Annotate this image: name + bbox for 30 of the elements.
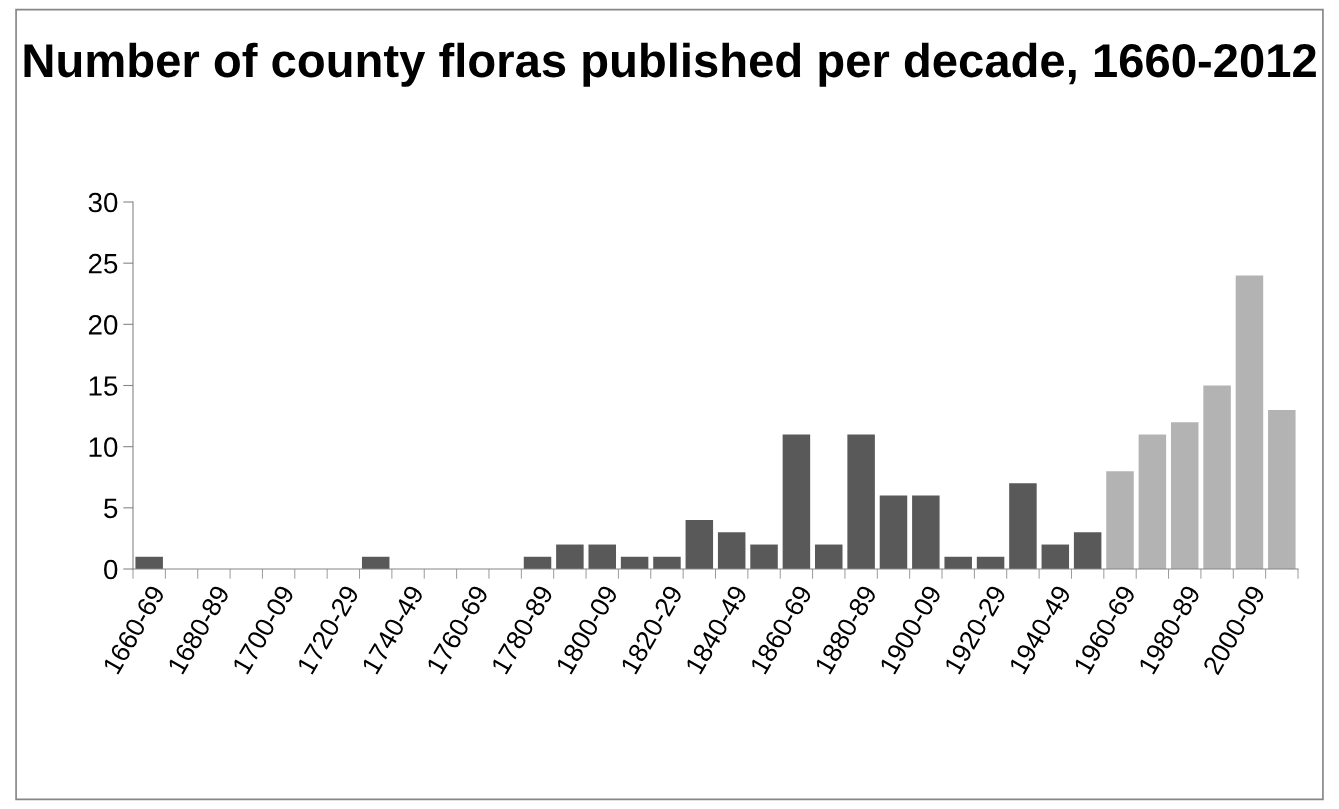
y-tick-label: 20 <box>88 315 118 335</box>
y-tick-label: 25 <box>88 253 118 274</box>
bar <box>912 495 940 569</box>
y-tick-label: 30 <box>88 192 118 213</box>
bar <box>944 556 972 569</box>
bar <box>1138 434 1167 569</box>
bar <box>556 544 584 569</box>
chart-title: Number of county floras published per decade, 1660-2012 <box>24 42 1316 87</box>
bar <box>1106 471 1134 569</box>
bar <box>1073 532 1102 569</box>
bar <box>1203 385 1231 569</box>
bar <box>879 495 908 569</box>
y-tick-label: 15 <box>89 376 118 396</box>
bar <box>717 532 746 569</box>
bar <box>815 544 843 569</box>
bar <box>1041 544 1070 569</box>
y-tick-label: 10 <box>89 437 118 458</box>
y-tick-label: 0 <box>104 559 118 580</box>
bar <box>1170 422 1199 569</box>
bar <box>135 556 163 569</box>
bar <box>1009 483 1037 569</box>
bar <box>782 434 811 569</box>
bar <box>750 544 778 569</box>
bar <box>685 520 714 569</box>
bar <box>653 556 681 569</box>
y-tick-label: 5 <box>104 498 118 519</box>
bar <box>1268 409 1296 569</box>
bar <box>847 434 875 569</box>
bar <box>1235 275 1264 569</box>
bar <box>588 544 616 569</box>
